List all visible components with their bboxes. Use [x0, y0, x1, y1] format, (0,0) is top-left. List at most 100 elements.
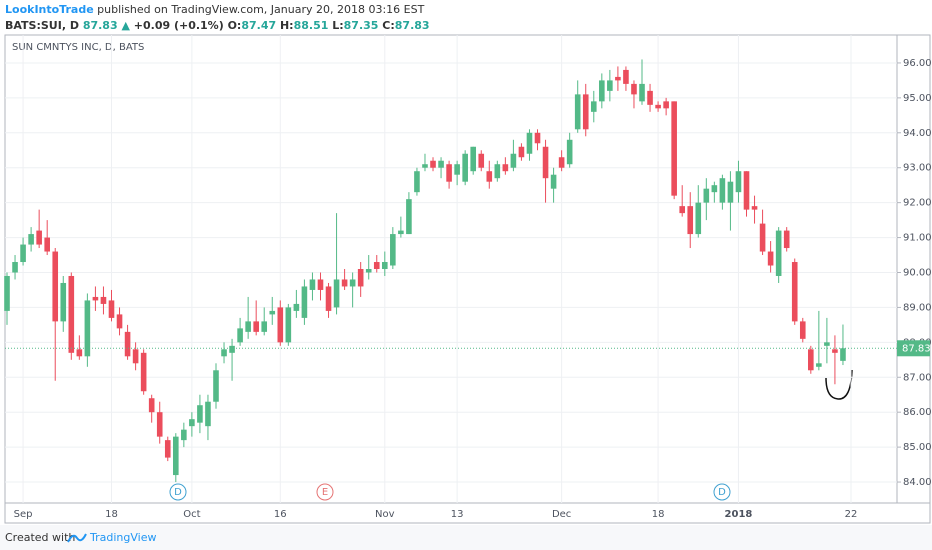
- candle-body: [381, 262, 388, 269]
- candle-body: [20, 244, 26, 263]
- candle-body: [173, 436, 179, 476]
- o-label: O:: [227, 19, 242, 32]
- l-label: L:: [332, 19, 344, 32]
- x-tick-label: Oct: [183, 509, 200, 520]
- candle-body: [189, 419, 195, 427]
- candle-body: [76, 349, 83, 357]
- candle-body: [590, 101, 597, 112]
- candle-body: [446, 164, 452, 182]
- candle-body: [349, 279, 356, 287]
- brand[interactable]: TradingView: [90, 531, 157, 544]
- event-label: D: [718, 487, 726, 498]
- candle-body: [502, 164, 509, 172]
- candle-body: [775, 230, 782, 276]
- candle-body: [671, 101, 677, 196]
- candle-body: [582, 94, 589, 130]
- candle-body: [84, 300, 91, 357]
- last-price-badge: [897, 340, 930, 357]
- event-label: D: [174, 487, 182, 498]
- candle-body: [454, 164, 460, 175]
- candle-body: [824, 342, 830, 346]
- x-tick-label: Sep: [14, 509, 33, 520]
- candle-body: [743, 171, 750, 210]
- arrow: ▲: [121, 19, 130, 32]
- candle-body: [373, 262, 380, 269]
- candle-body: [767, 251, 774, 266]
- chart-title: SUN CMNTYS INC, D, BATS: [12, 42, 144, 53]
- candle-body: [325, 286, 332, 311]
- symbol: BATS:SUI, D: [5, 19, 79, 32]
- y-tick-label: 96.00: [903, 58, 932, 69]
- candle-body: [309, 279, 316, 290]
- candle-body: [245, 321, 251, 332]
- y-tick-label: 92.00: [903, 198, 932, 209]
- candle-body: [116, 314, 123, 329]
- y-tick-label: 86.00: [903, 407, 932, 418]
- h-label: H:: [279, 19, 294, 32]
- candle-body: [164, 440, 171, 458]
- candle-body: [663, 101, 669, 109]
- h-value: 88.51: [293, 19, 329, 32]
- x-tick-label: 2018: [725, 509, 753, 520]
- candle-body: [12, 262, 18, 273]
- candle-body: [398, 230, 404, 235]
- y-tick-label: 89.00: [903, 302, 932, 313]
- candle-body: [237, 328, 243, 343]
- y-tick-label: 87.00: [903, 372, 932, 383]
- candle-body: [341, 279, 348, 287]
- last: 87.83: [82, 19, 118, 32]
- y-tick-label: 84.00: [903, 477, 932, 488]
- candle-body: [60, 282, 67, 322]
- published: published on TradingView.com, January 20…: [97, 3, 425, 16]
- candle-body: [52, 251, 59, 322]
- candle-body: [438, 160, 444, 168]
- candle-body: [108, 300, 115, 318]
- candle-body: [148, 398, 155, 413]
- candle-body: [840, 348, 846, 361]
- candle-body: [132, 349, 139, 364]
- candle-body: [390, 234, 396, 266]
- candle-body: [534, 132, 541, 144]
- candle-body: [727, 181, 734, 203]
- candle-body: [181, 429, 187, 441]
- candle-body: [213, 370, 219, 402]
- change: +0.09 (+0.1%): [133, 19, 224, 32]
- publish-line: LookIntoTrade published on TradingView.c…: [5, 2, 430, 18]
- candle-body: [735, 171, 742, 193]
- candle-body: [799, 321, 806, 339]
- candle-body: [759, 223, 766, 252]
- candle-body: [478, 153, 485, 168]
- candle-body: [205, 401, 211, 427]
- candle-body: [406, 199, 412, 235]
- candle-body: [156, 412, 163, 437]
- candle-body: [623, 69, 629, 84]
- candle-body: [518, 146, 525, 158]
- chart-frame: [4, 34, 931, 524]
- candle-body: [655, 104, 661, 109]
- drawn-curve: [825, 369, 853, 400]
- candle-body: [414, 171, 420, 193]
- author-link[interactable]: LookIntoTrade: [5, 3, 94, 16]
- x-tick-label: Dec: [552, 509, 571, 520]
- last-price-label: 87.83: [902, 343, 931, 354]
- l-value: 87.35: [343, 19, 379, 32]
- candle-body: [566, 139, 573, 165]
- y-tick-label: 90.00: [903, 267, 932, 278]
- y-tick-label: 94.00: [903, 128, 932, 139]
- candle-body: [703, 188, 710, 203]
- candle-body: [4, 275, 10, 311]
- candle-body: [550, 174, 557, 189]
- candle-body: [679, 206, 685, 214]
- candle-body: [28, 234, 34, 245]
- candle-body: [711, 185, 718, 193]
- o-value: 87.47: [241, 19, 277, 32]
- candle-body: [783, 230, 790, 249]
- logo: [67, 533, 87, 543]
- candle-body: [695, 202, 702, 235]
- candle-body: [430, 160, 436, 168]
- header: LookIntoTrade published on TradingView.c…: [5, 2, 430, 34]
- y-tick-label: 93.00: [903, 163, 932, 174]
- candle-body: [510, 153, 517, 168]
- x-tick-label: 22: [845, 509, 858, 520]
